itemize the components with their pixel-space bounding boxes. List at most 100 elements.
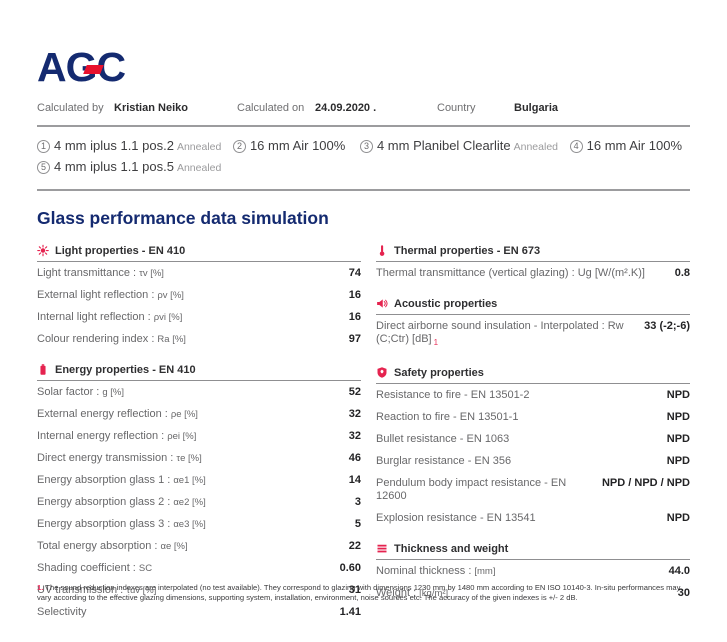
row-value: NPD (666, 410, 690, 423)
glazing-composition: 1 4 mm iplus 1.1 pos.2 Annealed 2 16 mm Air… (37, 136, 690, 178)
composition-item: 4 16 mm Air 100% (569, 138, 685, 153)
section-rows: Nominal thickness : [mm] 44.0 Weight : [kg/… (376, 560, 690, 604)
table-row: Direct airborne sound insulation - Inter… (376, 315, 690, 353)
row-value: 52 (348, 385, 361, 398)
table-row: Explosion resistance - EN 13541 NPD (376, 507, 690, 529)
table-row: Pendulum body impact resistance - EN 126… (376, 472, 690, 507)
row-label: Reaction to fire - EN 13501-1 (376, 410, 519, 423)
section-rows: Resistance to fire - EN 13501-2 NPD React… (376, 384, 690, 529)
row-value: 1.41 (339, 605, 361, 618)
country-label: Country (437, 102, 476, 114)
row-label: Solar factor :g [%] (37, 385, 125, 398)
meta-row: Calculated by Kristian Neiko Calculated … (37, 102, 690, 114)
sun-icon (37, 244, 49, 257)
calculated-on-value: 24.09.2020 . (315, 102, 377, 114)
table-row: Total energy absorption : αe [%] 22 (37, 535, 361, 557)
row-label: Pendulum body impact resistance - EN 126… (376, 476, 567, 502)
row-value: 33 (-2;-6) (644, 319, 690, 332)
country-value: Bulgaria (514, 102, 559, 114)
section-energy-properties: Energy properties - EN 410 Solar factor … (37, 363, 361, 623)
calculated-by-value: Kristian Neiko (114, 102, 188, 114)
row-label: Energy absorption glass 2 : αe2 [%] (37, 495, 206, 508)
data-columns: Light properties - EN 410 Light transmit… (37, 244, 690, 636)
row-value: 14 (348, 473, 361, 486)
shield-icon (376, 366, 388, 379)
row-label: Energy absorption glass 1 : αe1 [%] (37, 473, 206, 486)
row-label: External energy reflection : ρe [%] (37, 407, 198, 420)
row-value: NPD (666, 432, 690, 445)
row-label: Internal energy reflection : ρei [%] (37, 429, 197, 442)
divider (37, 189, 690, 191)
footnote-text: The sound reduction indexes are interpol… (37, 583, 681, 602)
section-thickness-weight: Thickness and weight Nominal thickness :… (376, 542, 690, 604)
row-value: 16 (348, 310, 361, 323)
layers-icon (376, 542, 388, 555)
row-label: Direct airborne sound insulation - Inter… (376, 319, 624, 347)
composition-text: 4 mm iplus 1.1 pos.2 (54, 138, 174, 153)
row-label: Selectivity (37, 605, 87, 618)
footnote-reference: 1 (433, 337, 439, 347)
row-value: 44.0 (668, 564, 690, 577)
table-row: Direct energy transmission : τe [%] 46 (37, 447, 361, 469)
table-row: Light transmittance : τv [%] 74 (37, 262, 361, 284)
table-row: Energy absorption glass 3 : αe3 [%] 5 (37, 513, 361, 535)
row-label: Nominal thickness : [mm] (376, 564, 496, 577)
row-value: 3 (354, 495, 361, 508)
section-title: Safety properties (394, 366, 484, 379)
position-number-badge: 1 (37, 139, 50, 153)
row-value: NPD / NPD / NPD (601, 476, 690, 489)
composition-text: 16 mm Air 100% (249, 138, 346, 153)
table-row: Nominal thickness : [mm] 44.0 (376, 560, 690, 582)
table-row: Shading coefficient : SC 0.60 (37, 557, 361, 579)
section-acoustic-properties: Acoustic properties Direct airborne soun… (376, 297, 690, 353)
section-title: Light properties - EN 410 (55, 244, 186, 257)
table-row: UV transmission : τuv [%] 31 (37, 579, 361, 601)
row-label: Explosion resistance - EN 13541 (376, 511, 536, 524)
row-value: 30 (677, 586, 690, 599)
section-light-properties: Light properties - EN 410 Light transmit… (37, 244, 361, 350)
section-heading: Light properties - EN 410 (37, 244, 361, 262)
section-heading: Acoustic properties (376, 297, 690, 315)
table-row: Bullet resistance - EN 1063 NPD (376, 428, 690, 450)
composition-treatment: Annealed (176, 141, 222, 153)
table-row: Energy absorption glass 2 : αe2 [%] 3 (37, 491, 361, 513)
divider (37, 125, 690, 127)
position-number-badge: 2 (232, 139, 246, 153)
section-heading: Thickness and weight (376, 542, 690, 561)
row-value: 0.8 (674, 266, 690, 279)
composition-item: 5 4 mm iplus 1.1 pos.5 Annealed (37, 159, 221, 174)
row-value: 0.60 (339, 561, 361, 574)
position-number-badge: 4 (569, 139, 583, 153)
battery-icon (37, 363, 49, 376)
table-row: External energy reflection : ρe [%] 32 (37, 403, 361, 425)
row-value: 5 (354, 517, 361, 530)
row-label: Energy absorption glass 3 : αe3 [%] (37, 517, 206, 530)
table-row: Selectivity 1.41 (37, 601, 361, 623)
row-label: Internal light reflection : ρvi [%] (37, 310, 183, 323)
thermometer-icon (376, 244, 388, 257)
position-number-badge: 5 (37, 160, 50, 174)
row-value: 74 (348, 266, 361, 279)
section-title: Thickness and weight (394, 542, 509, 555)
left-column: Light properties - EN 410 Light transmit… (37, 244, 361, 636)
row-label: External light reflection : ρv [%] (37, 288, 184, 301)
row-value: 32 (348, 429, 361, 442)
row-label: Thermal transmittance (vertical glazing)… (376, 266, 645, 279)
composition-item: 1 4 mm iplus 1.1 pos.2 Annealed (37, 138, 221, 153)
section-heading: Thermal properties - EN 673 (376, 244, 690, 262)
row-value: NPD (666, 388, 690, 401)
table-row: Resistance to fire - EN 13501-2 NPD (376, 384, 690, 406)
row-label: Weight : [kg/m²] (376, 586, 449, 599)
agc-logo-red-accent (83, 65, 104, 74)
calculated-on-label: Calculated on (237, 102, 305, 114)
footnote: 1. The sound reduction indexes are inter… (37, 583, 693, 603)
composition-item: 2 16 mm Air 100% (232, 138, 348, 153)
row-value: 97 (348, 332, 361, 345)
section-rows: Light transmittance : τv [%] 74 External l… (37, 262, 361, 350)
row-value: 46 (348, 451, 361, 464)
table-row: Weight : [kg/m²] 30 (376, 582, 690, 604)
agc-logo: AGC (37, 44, 126, 90)
row-label: Resistance to fire - EN 13501-2 (376, 388, 530, 401)
